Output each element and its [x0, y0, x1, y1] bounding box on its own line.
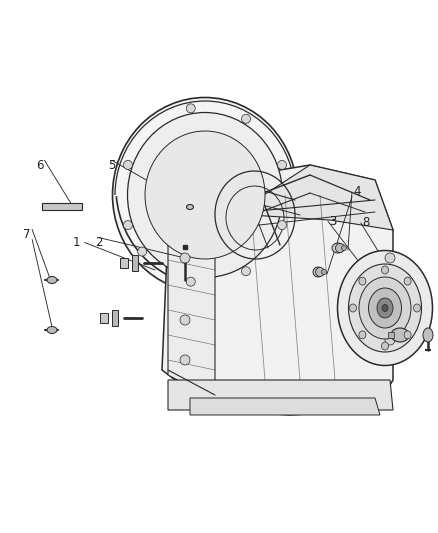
Ellipse shape [124, 160, 132, 169]
Ellipse shape [342, 246, 346, 251]
Text: 8: 8 [362, 216, 369, 229]
Ellipse shape [359, 331, 366, 339]
Polygon shape [190, 398, 380, 415]
Ellipse shape [186, 277, 195, 286]
Ellipse shape [127, 112, 283, 278]
Ellipse shape [278, 221, 286, 230]
Ellipse shape [180, 355, 190, 365]
Ellipse shape [382, 304, 388, 311]
Text: 3: 3 [329, 215, 336, 228]
Ellipse shape [359, 277, 411, 339]
Ellipse shape [124, 221, 132, 230]
Ellipse shape [404, 331, 411, 339]
Text: 2: 2 [95, 236, 102, 249]
Ellipse shape [359, 277, 366, 285]
Ellipse shape [321, 270, 326, 274]
Polygon shape [162, 165, 393, 415]
Text: 5: 5 [108, 159, 115, 172]
Text: 6: 6 [35, 159, 43, 172]
Ellipse shape [315, 268, 325, 277]
Ellipse shape [313, 267, 323, 277]
Ellipse shape [241, 114, 251, 123]
Ellipse shape [47, 327, 57, 334]
Ellipse shape [336, 244, 345, 253]
Ellipse shape [391, 328, 409, 342]
Text: 4: 4 [353, 185, 361, 198]
Polygon shape [168, 230, 215, 400]
Ellipse shape [113, 98, 297, 293]
Text: 1: 1 [73, 236, 81, 249]
Ellipse shape [145, 131, 265, 259]
Ellipse shape [404, 277, 411, 285]
Ellipse shape [413, 304, 420, 312]
Polygon shape [120, 258, 128, 268]
Ellipse shape [278, 160, 286, 169]
Ellipse shape [47, 277, 57, 284]
Polygon shape [132, 255, 138, 271]
Ellipse shape [385, 335, 395, 345]
Ellipse shape [381, 266, 389, 274]
Ellipse shape [186, 104, 195, 113]
Polygon shape [168, 380, 393, 410]
Ellipse shape [350, 304, 357, 312]
Ellipse shape [180, 253, 190, 263]
Ellipse shape [349, 264, 421, 352]
Ellipse shape [241, 266, 251, 276]
Ellipse shape [180, 315, 190, 325]
Ellipse shape [423, 328, 433, 342]
Ellipse shape [338, 251, 432, 366]
Polygon shape [42, 203, 82, 210]
Polygon shape [100, 313, 108, 323]
Polygon shape [210, 165, 393, 230]
Ellipse shape [138, 247, 147, 256]
Ellipse shape [377, 298, 393, 318]
Text: 7: 7 [23, 228, 31, 241]
Ellipse shape [385, 253, 395, 263]
Polygon shape [112, 310, 118, 326]
Ellipse shape [332, 243, 344, 253]
Ellipse shape [368, 288, 402, 328]
Ellipse shape [381, 342, 389, 350]
Ellipse shape [187, 205, 194, 209]
